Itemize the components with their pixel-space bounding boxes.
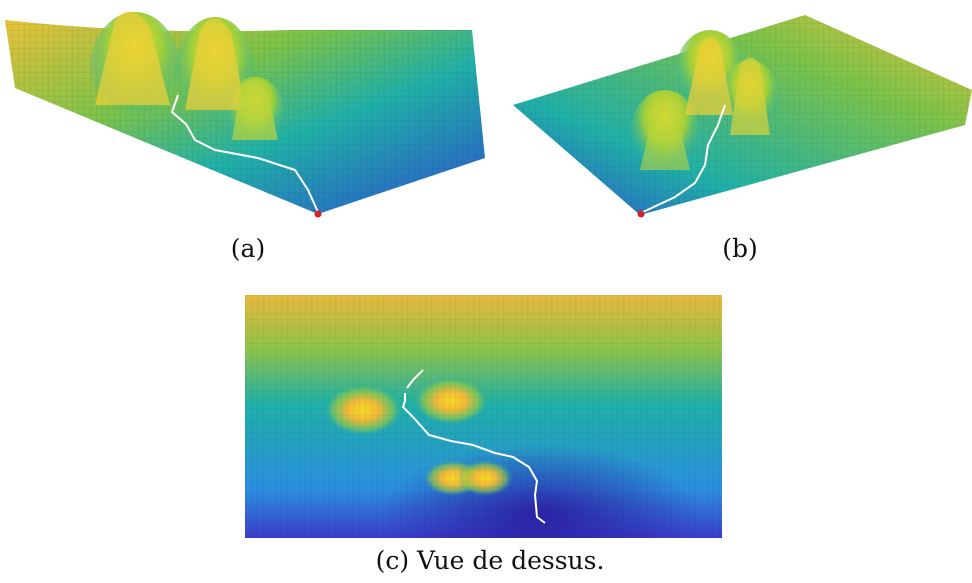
goal-marker-a: [314, 210, 322, 218]
surface-plot-a: [5, 11, 485, 218]
panel-c-top-view: [245, 295, 722, 538]
heatmap-c: [245, 295, 722, 538]
trajectory-c: [401, 369, 546, 524]
panel-b-surface: [505, 5, 972, 225]
surface-plot-b: [513, 15, 972, 218]
panel-a-surface: [0, 0, 490, 225]
caption-c: (c) Vue de dessus.: [375, 546, 605, 575]
goal-marker-b: [637, 210, 645, 218]
caption-a: (a): [230, 234, 266, 263]
trajectory-b: [642, 104, 726, 213]
trajectory-a: [170, 94, 319, 213]
caption-b: (b): [722, 234, 758, 263]
